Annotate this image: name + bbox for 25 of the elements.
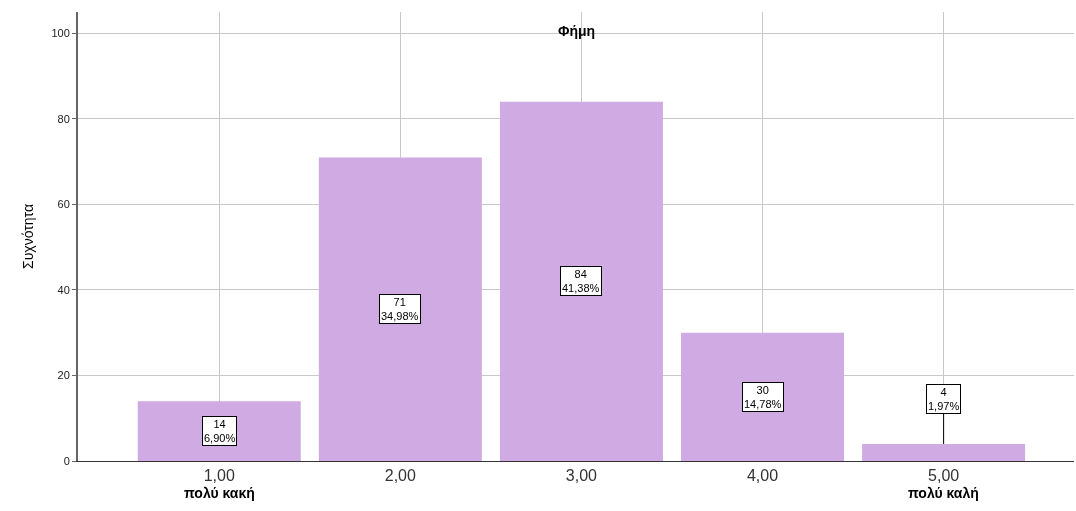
y-tick-label: 100 [51, 27, 70, 40]
x-tick-label: 1,00 [203, 467, 235, 485]
x-tick-label: 5,00 [928, 467, 960, 485]
bar [318, 157, 482, 461]
y-tick-label: 60 [57, 198, 70, 211]
y-tick-label: 20 [57, 369, 70, 382]
y-axis-title: Συχνότητα [19, 204, 36, 269]
data-label: 30 14,78% [744, 384, 782, 411]
bar [681, 332, 845, 461]
data-label: 71 34,98% [381, 296, 419, 323]
data-label: 84 41,38% [562, 268, 600, 295]
bar [862, 443, 1026, 461]
text: πολύ καλή [908, 485, 979, 501]
x-tick-label: 4,00 [746, 467, 779, 485]
y-tick-label: 0 [63, 454, 70, 467]
text: πολύ κακή [184, 485, 255, 501]
data-label: 14 6,90% [204, 418, 236, 445]
data-label: 4 1,97% [928, 386, 960, 413]
x-tick-label: 3,00 [565, 467, 598, 485]
bar [499, 101, 663, 461]
text: Φήμη [558, 23, 596, 39]
x-tick-label: 2,00 [384, 467, 417, 485]
y-tick-label: 40 [57, 283, 70, 296]
y-tick-label: 80 [57, 112, 70, 125]
bar [137, 401, 301, 461]
